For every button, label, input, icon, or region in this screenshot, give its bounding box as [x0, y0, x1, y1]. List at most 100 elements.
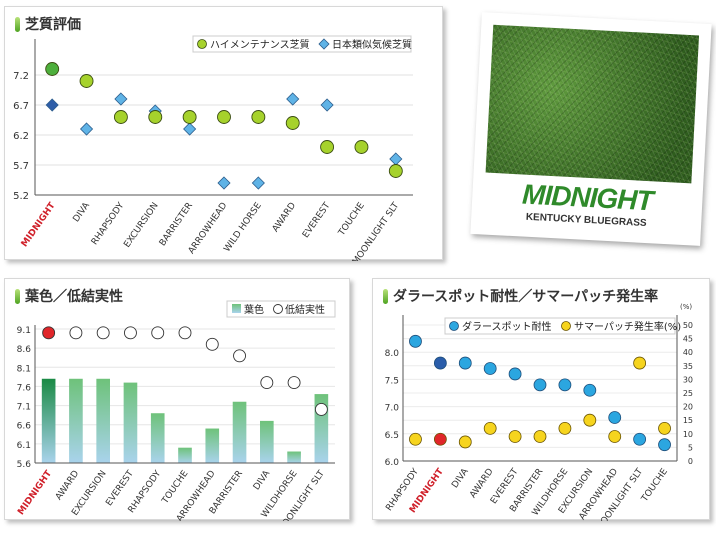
y-tick-label: 5.6 — [17, 460, 32, 470]
ring-point-everest — [124, 326, 137, 340]
circle-point-arrowhead — [217, 110, 231, 124]
product-photo-card: MIDNIGHT KENTUCKY BLUEGRASS — [470, 12, 712, 246]
turf-quality-title: 芝質評価 — [15, 14, 81, 34]
summer-patch-point-diva — [458, 435, 472, 449]
legend-label-summer-patch: サマーパッチ発生率(%) — [574, 320, 681, 333]
y2-tick-label: 20 — [683, 403, 693, 412]
y2-tick-label: 30 — [683, 375, 693, 384]
summer-patch-point-moonlight-slt — [633, 356, 647, 370]
bar-everest — [123, 382, 138, 463]
title-pill-icon — [15, 16, 20, 32]
x-tick-label-award: AWARD — [271, 201, 298, 234]
bar-rhapsody — [150, 413, 165, 463]
summer-patch-point-everest — [508, 430, 522, 443]
x-tick-label-touche: TOUCHE — [336, 201, 367, 239]
bar-award — [69, 378, 83, 463]
x-tick-label-award: AWARD — [54, 469, 81, 502]
bar-barrister — [232, 401, 247, 463]
x-tick-label-diva: DIVA — [450, 466, 471, 490]
circle-point-midnight — [45, 62, 60, 76]
leaf-color-panel: 葉色／低結実性 9.1 8.6 8.1 7.6 7.1 6.6 6.1 5.6 MIDNIGHT… — [4, 278, 350, 521]
dollar-spot-point-arrowhead — [608, 411, 622, 424]
bar-wildhorse — [287, 451, 301, 463]
circle-point-everest — [320, 140, 335, 154]
x-tick-label-diva: DIVA — [72, 200, 93, 224]
y-tick-label: 8.0 — [385, 349, 400, 359]
disease-title: ダラースポット耐性／サマーパッチ発生率 — [383, 286, 658, 306]
y-tick-label: 5.7 — [13, 161, 29, 172]
ring-point-barrister — [233, 349, 246, 363]
legend-label-dollar-spot: ダラースポット耐性 — [462, 320, 552, 333]
dollar-spot-point-wildhorse — [558, 378, 572, 392]
disease-title-text: ダラースポット耐性／サマーパッチ発生率 — [393, 289, 659, 305]
y2-tick-label: 0 — [688, 457, 693, 466]
leaf-color-title-text: 葉色／低結実性 — [25, 289, 123, 305]
y2-tick-label: 50 — [683, 321, 693, 330]
dollar-spot-point-excursion — [583, 383, 597, 397]
x-tick-label-wild-horse: WILD HORSE — [222, 201, 264, 254]
ring-point-award — [69, 326, 83, 340]
circle-point-award — [285, 116, 300, 130]
summer-patch-point-midnight — [433, 432, 447, 446]
diamond-point-everest — [320, 98, 334, 112]
title-pill-icon — [383, 288, 388, 304]
x-tick-label-midnight: MIDNIGHT — [16, 468, 54, 517]
circle-point-rhapsody — [113, 110, 128, 124]
summer-patch-point-barrister — [533, 430, 547, 443]
y2-tick-label: 35 — [683, 362, 693, 371]
grass-photo — [485, 24, 700, 184]
summer-patch-point-touche — [658, 421, 671, 435]
y2-tick-label: 10 — [683, 430, 693, 439]
y-tick-label: 6.1 — [17, 441, 31, 451]
legend-box — [192, 35, 412, 53]
y2-tick-label: 15 — [683, 416, 693, 425]
x-tick-label-midnight: MIDNIGHT — [20, 200, 58, 249]
turf-quality-panel: 芝質評価 7.2 6.7 6.2 5.7 5.2 MIDNIGHT DIVA RHAPSODY… — [4, 6, 443, 261]
y-tick-label: 6.2 — [13, 131, 29, 142]
y-tick-label: 9.1 — [17, 326, 31, 336]
legend-circle-icon — [197, 39, 207, 49]
y-tick-label: 7.2 — [13, 71, 29, 82]
leaf-color-title: 葉色／低結実性 — [15, 286, 123, 306]
legend-box — [444, 317, 676, 335]
y2-tick-label: 45 — [683, 335, 693, 344]
ring-point-midnight — [42, 326, 56, 340]
x-tick-label-diva: DIVA — [252, 468, 273, 492]
y-tick-label: 8.1 — [17, 364, 31, 374]
bar-excursion — [96, 378, 110, 463]
legend-bar-icon — [232, 304, 241, 313]
y-tick-label: 6.7 — [13, 101, 29, 112]
y2-tick-label: 25 — [683, 389, 693, 398]
ring-point-touche — [178, 326, 192, 340]
summer-patch-point-award — [483, 421, 497, 435]
diamond-point-arrowhead — [217, 176, 231, 190]
dollar-spot-point-barrister — [533, 378, 547, 392]
x-tick-label-excursion: EXCURSION — [122, 201, 160, 250]
ring-point-arrowhead — [205, 337, 219, 351]
dollar-spot-point-diva — [458, 356, 472, 370]
legend-label-high-maintenance: ハイメンテナンス芝質 — [210, 38, 310, 51]
summer-patch-point-excursion — [583, 413, 597, 427]
disease-panel: ダラースポット耐性／サマーパッチ発生率 50 45 40 35 30 25 20 15 10 5 0… — [372, 278, 710, 521]
bar-arrowhead — [205, 428, 220, 463]
legend-ring-icon — [273, 304, 283, 314]
dollar-spot-point-touche — [658, 438, 671, 452]
dollar-spot-point-midnight — [433, 356, 447, 370]
ring-point-rhapsody — [151, 326, 165, 340]
y-tick-label: 7.1 — [17, 403, 31, 413]
circle-point-diva — [79, 74, 94, 88]
y-tick-label: 6.5 — [385, 431, 399, 441]
bar-touche — [178, 447, 192, 463]
turf-quality-title-text: 芝質評価 — [25, 17, 81, 33]
y-tick-label: 5.2 — [13, 191, 29, 202]
circle-point-wild-horse — [251, 110, 266, 124]
y-tick-label: 7.0 — [385, 404, 400, 414]
ring-point-excursion — [96, 326, 110, 340]
dollar-spot-point-rhapsody — [409, 334, 422, 348]
legend-dollar-spot-icon — [449, 321, 459, 331]
summer-patch-point-arrowhead — [608, 430, 622, 443]
diamond-point-award — [286, 92, 300, 106]
dollar-spot-point-everest — [508, 367, 522, 381]
